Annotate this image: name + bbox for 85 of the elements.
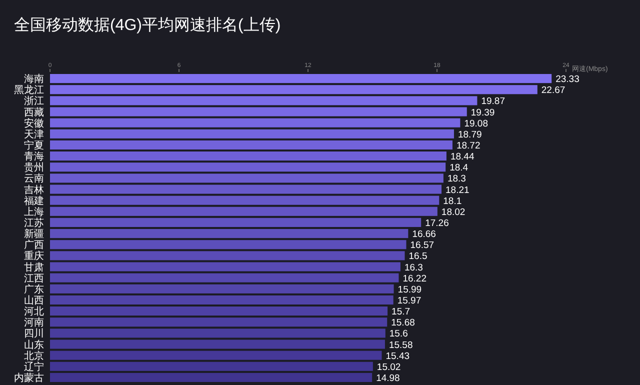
y-tick-label: 天津 xyxy=(24,128,44,140)
y-tick-label: 内蒙古 xyxy=(14,372,44,384)
y-tick-label: 广西 xyxy=(24,239,44,252)
data-label: 19.87 xyxy=(481,96,505,108)
bar xyxy=(50,174,444,183)
bar xyxy=(50,129,454,138)
y-tick-label: 新疆 xyxy=(24,228,44,240)
data-label: 18.02 xyxy=(441,206,466,218)
bar xyxy=(50,152,446,161)
y-tick-label: 北京 xyxy=(24,350,44,362)
data-label: 18.3 xyxy=(447,174,466,185)
data-label: 14.98 xyxy=(376,372,400,384)
data-label: 15.68 xyxy=(391,318,415,329)
chart-title: 全国移动数据(4G)平均网速排名(上传) xyxy=(14,16,281,34)
y-tick-label: 贵州 xyxy=(24,162,44,174)
bar xyxy=(50,350,382,360)
data-label: 19.08 xyxy=(464,118,488,130)
y-tick-label: 甘肃 xyxy=(24,261,44,274)
bar xyxy=(50,306,388,316)
bar xyxy=(50,162,446,172)
data-label: 22.67 xyxy=(541,85,566,96)
y-tick-label: 河北 xyxy=(24,306,44,318)
y-tick-label: 福建 xyxy=(24,194,44,207)
data-label: 18.44 xyxy=(450,152,474,163)
data-label: 16.57 xyxy=(410,240,434,252)
data-label: 18.21 xyxy=(446,184,470,196)
y-tick-label: 辽宁 xyxy=(24,360,44,373)
y-tick-label: 重庆 xyxy=(24,250,44,262)
bar xyxy=(50,206,438,216)
y-tick-label: 江苏 xyxy=(24,216,44,229)
y-tick-label: 青海 xyxy=(24,150,44,163)
bar xyxy=(50,218,422,227)
y-tick-label: 黑龙江 xyxy=(14,84,44,96)
data-label: 16.5 xyxy=(408,251,428,262)
y-tick-label: 安徽 xyxy=(24,117,44,130)
data-label: 18.1 xyxy=(443,196,462,207)
bar xyxy=(50,340,385,349)
data-label: 16.66 xyxy=(412,229,436,240)
y-tick-label: 广东 xyxy=(24,283,44,296)
bar xyxy=(50,184,442,194)
bar xyxy=(50,196,440,205)
data-label: 18.79 xyxy=(458,129,482,140)
data-label: 15.02 xyxy=(376,362,401,373)
bar xyxy=(50,372,372,382)
y-tick-label: 江西 xyxy=(24,272,44,284)
y-tick-label: 河南 xyxy=(24,316,44,329)
data-label: 15.97 xyxy=(397,295,422,306)
bar xyxy=(50,107,467,116)
bar xyxy=(50,262,400,272)
y-tick-label: 上海 xyxy=(24,206,44,218)
data-label: 19.39 xyxy=(470,107,495,118)
bar xyxy=(50,273,399,282)
data-label: 18.4 xyxy=(450,162,468,174)
data-label: 18.72 xyxy=(456,140,480,152)
y-tick-label: 山东 xyxy=(24,338,44,351)
bar xyxy=(50,295,394,304)
data-label: 15.7 xyxy=(392,306,410,318)
data-label: 17.26 xyxy=(425,218,449,229)
data-label: 15.58 xyxy=(388,340,413,351)
bar xyxy=(50,362,373,371)
bar xyxy=(50,96,478,106)
bar xyxy=(50,318,388,327)
y-tick-label: 云南 xyxy=(24,172,44,185)
bar xyxy=(50,240,406,250)
bar xyxy=(50,74,552,84)
bar xyxy=(50,251,405,260)
data-label: 15.99 xyxy=(398,284,422,296)
y-tick-label: 山西 xyxy=(24,294,44,306)
bar xyxy=(50,85,538,94)
y-tick-label: 海南 xyxy=(24,73,44,86)
data-label: 15.43 xyxy=(386,350,410,362)
y-tick-label: 西藏 xyxy=(24,106,44,118)
data-label: 23.33 xyxy=(556,74,580,86)
data-label: 16.22 xyxy=(402,273,427,284)
data-label: 15.6 xyxy=(389,328,408,340)
y-tick-label: 吉林 xyxy=(24,184,44,196)
y-tick-label: 宁夏 xyxy=(24,139,44,152)
bar xyxy=(50,229,408,238)
bar xyxy=(50,140,452,150)
y-tick-label: 浙江 xyxy=(24,95,44,108)
bar xyxy=(50,328,386,338)
bar xyxy=(50,118,460,128)
y-tick-label: 四川 xyxy=(24,328,44,340)
data-label: 16.3 xyxy=(404,262,423,274)
bar xyxy=(50,284,394,294)
